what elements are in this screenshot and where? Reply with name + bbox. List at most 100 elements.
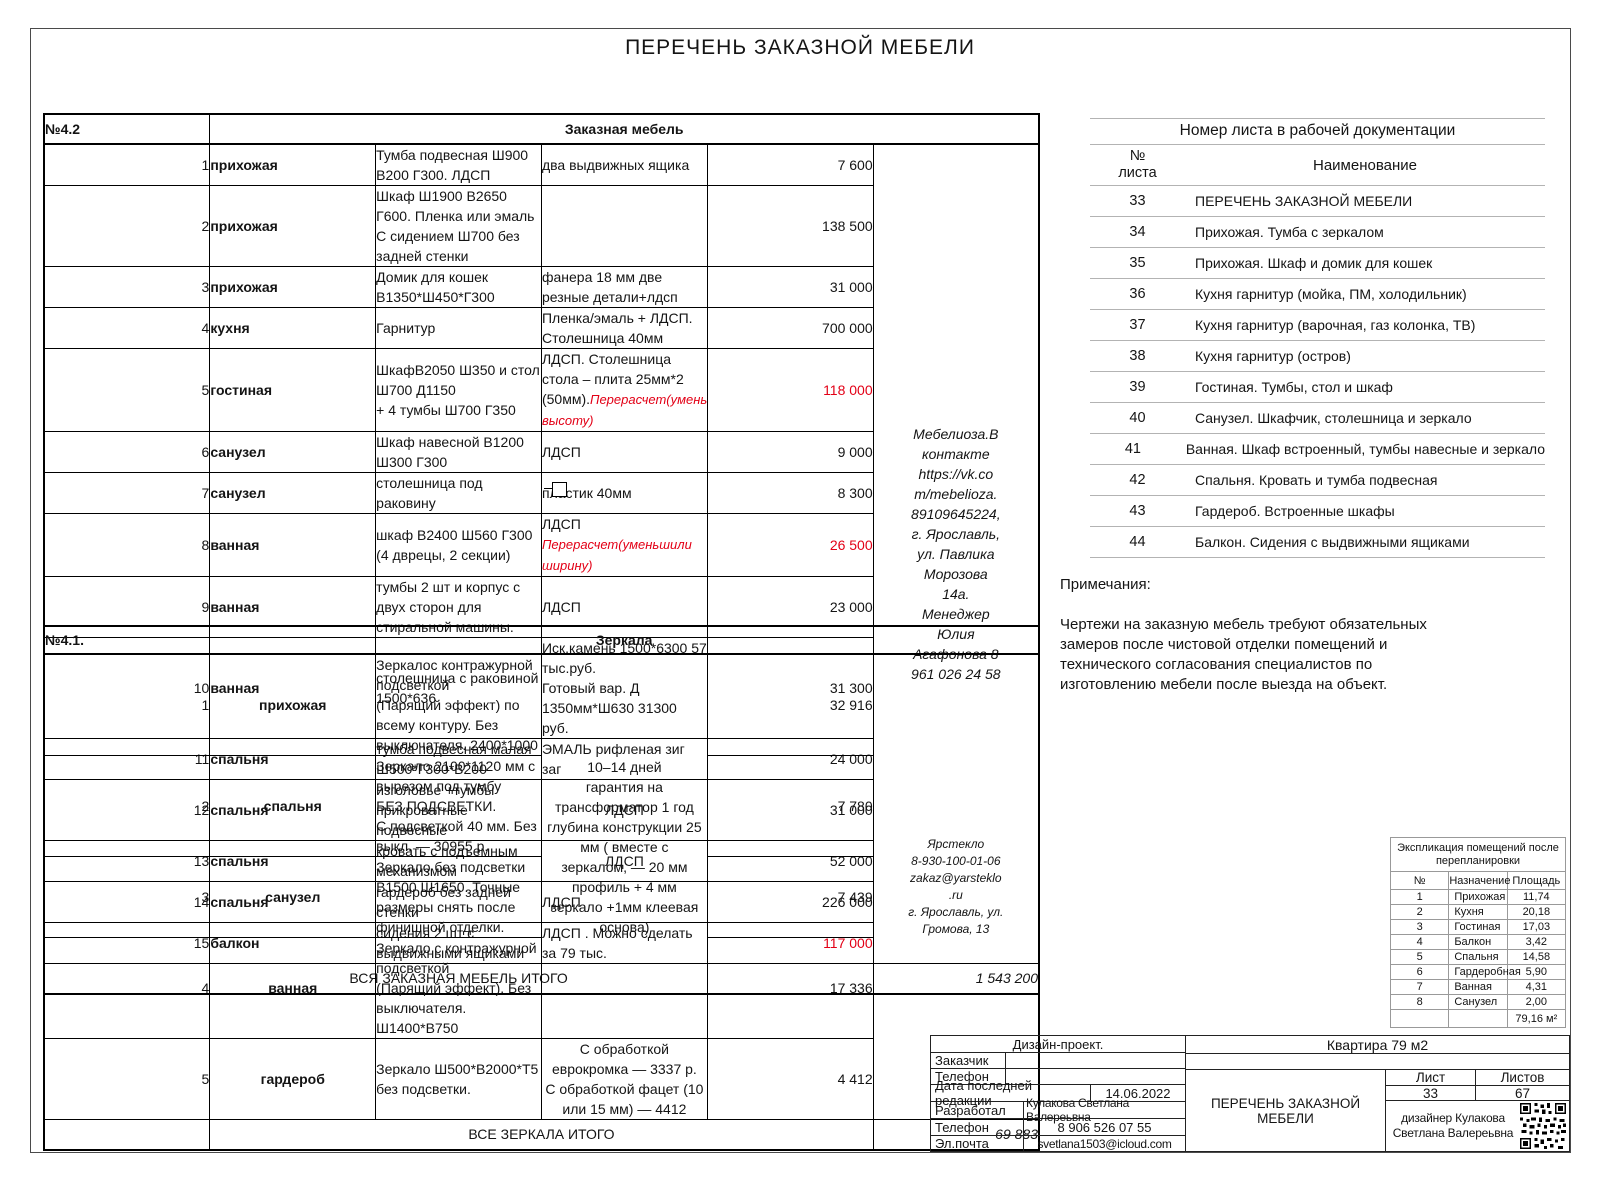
expl-row: 6 Гардеробная 5,90: [1389, 964, 1567, 980]
mirrors-table-title: Зеркала: [209, 625, 1040, 655]
cell-price: 26 500: [706, 513, 874, 577]
cell-area: 4,31: [1506, 979, 1567, 995]
expl-row: 8 Санузел 2,00: [1389, 994, 1567, 1010]
sheet-number: 40: [1129, 410, 1146, 426]
sheet-row: 33 ПЕРЕЧЕНЬ ЗАКАЗНОЙ МЕБЕЛИ: [1090, 186, 1545, 217]
cell-price: 32 916: [706, 653, 874, 756]
cell-room: гостиная: [209, 348, 377, 432]
customer-row: Заказчик: [931, 1053, 1185, 1070]
cell-price: 700 000: [706, 307, 874, 349]
cell-room: санузел: [209, 472, 377, 514]
sheet-name: Кухня гарнитур (мойка, ПМ, холодильник): [1195, 286, 1467, 302]
cell-room: прихожая: [209, 185, 377, 267]
cell-row-number: 4: [43, 307, 211, 349]
cell-number: 1: [1389, 889, 1450, 905]
explication-title-row: Экспликация помещений после перепланиров…: [1390, 837, 1566, 872]
explication-table: Экспликация помещений после перепланиров…: [1389, 837, 1567, 1028]
furniture-row: 7 санузел столешница под раковину пластик 4…: [43, 472, 1039, 514]
cell-price: 118 000: [706, 348, 874, 432]
expl-row: 7 Ванная 4,31: [1389, 979, 1567, 995]
cell-description: ШкафВ2050 Ш350 и стол Ш700 Д1150 + 4 тум…: [375, 348, 542, 432]
cell-price: 31 000: [706, 266, 874, 308]
cell-room: ванная: [209, 937, 377, 1039]
cell-row-number: 3: [43, 266, 211, 308]
mirrors-total-label: ВСЕ ЗЕРКАЛА ИТОГО: [209, 1119, 874, 1150]
sheet-row: 36 Кухня гарнитур (мойка, ПМ, холодильник…: [1090, 279, 1545, 310]
designer-row: дизайнер Кулакова Светлана Валереьвна: [1386, 1101, 1569, 1151]
cell-room-name: Гардеробная: [1448, 964, 1521, 980]
cell-row-number: 3: [43, 856, 211, 938]
sheet-list-header: № листа Наименование: [1090, 145, 1545, 186]
title-block: Дизайн-проект. Заказчик Телефон Дата пос…: [930, 1035, 1570, 1152]
cell-info: С обработкой еврокромка — 3337 р. С обра…: [540, 1038, 708, 1120]
cell-description: Зеркало без подсветки В1500 Ш1650. Точны…: [375, 856, 542, 938]
cell-area: 17,03: [1506, 919, 1567, 935]
sheet-row: 44 Балкон. Сидения с выдвижными ящиками: [1090, 527, 1545, 558]
cell-description: шкаф В2400 Ш560 Г300 (4 дврецы, 2 секции…: [375, 513, 542, 577]
title-block-lower: ПЕРЕЧЕНЬ ЗАКАЗНОЙ МЕБЕЛИ Лист Листов 33 …: [1186, 1070, 1569, 1151]
cell-number: 6: [1389, 964, 1450, 980]
notes-title: Примечания:: [1060, 576, 1151, 593]
sheet-counter-header: Лист Листов: [1386, 1070, 1569, 1086]
cell-description: Зеркало 2100*1120 мм с вырезом под тумбу…: [375, 755, 542, 857]
cell-row-number: 1: [43, 143, 211, 186]
furniture-header-row: №4.2 Заказная мебель: [43, 113, 1040, 145]
doc-name: ПЕРЕЧЕНЬ ЗАКАЗНОЙ МЕБЕЛИ: [1186, 1070, 1386, 1151]
developer-label: Разработал: [931, 1102, 1024, 1119]
cell-number: 7: [1389, 979, 1450, 995]
cell-number: 3: [1389, 919, 1450, 935]
cell-price: 7 439: [706, 856, 874, 938]
material-text: ЛДСП. Столешница стола – плита 25мм*2 (5…: [541, 351, 684, 407]
sheet-number: 34: [1129, 224, 1146, 240]
mirror-row: 1 прихожая Зеркалос контражурной подсветко…: [43, 653, 1040, 1120]
sheet-number: 33: [1386, 1086, 1476, 1101]
mirrors-header-row: №4.1. Зеркала: [43, 625, 1040, 655]
cell-description: Тумба подвесная Ш900 В200 Г300. ЛДСП: [375, 143, 542, 186]
customer-label: Заказчик: [931, 1053, 1006, 1069]
phone1-label: Телефон: [931, 1069, 1006, 1085]
sheet-number: 44: [1129, 534, 1146, 550]
mirror-row: 3 санузел Зеркало без подсветки В1500 Ш165…: [43, 856, 1039, 938]
sheet-col-num-header: № листа: [1118, 148, 1157, 181]
cell-room-name: Гостиная: [1448, 919, 1508, 935]
sheet-row: 37 Кухня гарнитур (варочная, газ колонка,…: [1090, 310, 1545, 341]
cell-room-name: Кухня: [1448, 904, 1508, 920]
mirrors-total-value: 69 883: [872, 1119, 1040, 1150]
furniture-row: 1 прихожая Тумба подвесная Ш900 В200 Г300.…: [43, 143, 1040, 964]
date-row: Дата последней редакции 14.06.2022: [931, 1078, 1185, 1108]
explication-col-header: Площадь: [1506, 871, 1567, 890]
sheet-counter: Лист Листов 33 67 дизайнер Кулакова Свет…: [1386, 1070, 1569, 1151]
cell-material: два выдвижных ящика: [540, 143, 708, 186]
sheet-name: Кухня гарнитур (варочная, газ колонка, Т…: [1195, 317, 1476, 333]
mirrors-contact: Ярстекло 8-930-100-01-06 zakaz@yarsteklo…: [872, 653, 1040, 1120]
date-value: 14.06.2022: [1105, 1085, 1171, 1101]
sheet-row: 43 Гардероб. Встроенные шкафы: [1090, 496, 1545, 527]
notes-text: Чертежи на заказную мебель требуют обяза…: [1060, 616, 1427, 693]
cell-number: 5: [1389, 949, 1450, 965]
cell-room: гардероб: [209, 1038, 377, 1120]
sheet-number: 41: [1124, 441, 1141, 457]
cell-room: прихожая: [209, 266, 377, 308]
object-name: Квартира 79 м2: [1186, 1036, 1569, 1054]
explication-header-row: № Назначение Площадь: [1389, 871, 1567, 890]
cell-row-number: 8: [43, 513, 211, 577]
sheet-name: Балкон. Сидения с выдвижными ящиками: [1195, 534, 1470, 550]
page-title: ПЕРЕЧЕНЬ ЗАКАЗНОЙ МЕБЕЛИ: [625, 36, 975, 59]
cell-number: 4: [1389, 934, 1450, 950]
cell-room: прихожая: [209, 143, 377, 186]
expl-row: 3 Гостиная 17,03: [1389, 919, 1567, 935]
cell-room: кухня: [209, 307, 377, 349]
furniture-row: 5 гостиная ШкафВ2050 Ш350 и стол Ш700 Д115…: [43, 348, 1039, 432]
cell-room-name: Ванная: [1448, 979, 1508, 995]
project-type-row: Дизайн-проект.: [931, 1036, 1185, 1054]
cell-room: санузел: [209, 856, 377, 938]
sheet-row: 35 Прихожая. Шкаф и домик для кошек: [1090, 248, 1545, 279]
cell-area: 3,42: [1506, 934, 1567, 950]
cell-description: Гарнитур: [375, 307, 542, 349]
phone2-label: Телефон: [931, 1119, 1024, 1135]
notes: Примечания: Чертежи на заказную мебель т…: [1060, 576, 1480, 695]
cell-row-number: 5: [43, 1038, 211, 1120]
furniture-row: 2 прихожая Шкаф Ш1900 В2650 Г600. Пленка и…: [43, 185, 1039, 267]
cell-price: 4 412: [706, 1038, 874, 1120]
cell-description: Зеркало Ш500*В2000*Т5 без подсветки.: [375, 1038, 542, 1120]
